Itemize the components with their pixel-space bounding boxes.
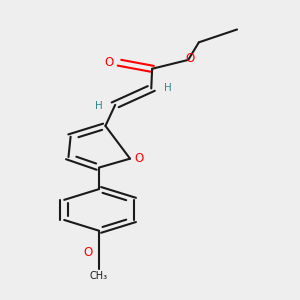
Text: H: H <box>164 83 171 93</box>
Text: O: O <box>186 52 195 64</box>
Text: H: H <box>95 100 103 110</box>
Text: O: O <box>104 56 113 69</box>
Text: O: O <box>84 246 93 259</box>
Text: CH₃: CH₃ <box>90 271 108 281</box>
Text: O: O <box>134 152 143 165</box>
